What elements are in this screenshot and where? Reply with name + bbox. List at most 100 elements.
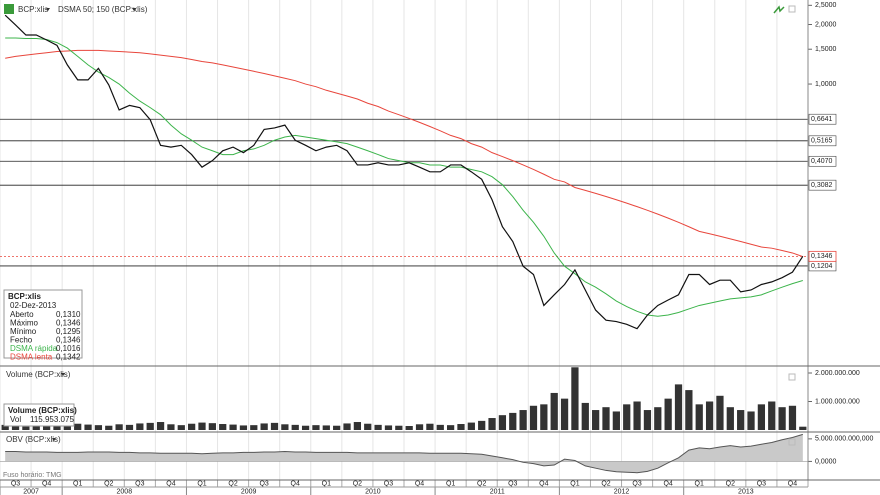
x-tick-label: Q4 — [663, 480, 672, 487]
year-label: 2007 — [23, 488, 39, 495]
volume-bar — [747, 411, 755, 430]
dropdown-arrow[interactable] — [46, 8, 50, 11]
info-value: 0,1346 — [56, 319, 81, 328]
level-tag — [808, 135, 837, 147]
volume-bar — [478, 420, 486, 430]
volume-bar — [436, 424, 444, 430]
x-tick-label: Q4 — [539, 480, 548, 487]
volume-bar — [405, 426, 413, 430]
volume-bar — [291, 424, 299, 430]
tool-icon[interactable] — [773, 5, 785, 14]
volume-bar — [105, 425, 113, 430]
volume-bar — [799, 426, 807, 430]
volume-bar — [208, 423, 216, 430]
legend-label: DSMA lenta — [10, 353, 53, 362]
info-value: 0,1346 — [56, 336, 81, 345]
volume-bar — [623, 404, 631, 430]
volume-bar — [426, 423, 434, 430]
x-tick-label: Q1 — [446, 480, 455, 487]
level-label: 0,4070 — [811, 158, 833, 165]
x-tick-label: Q3 — [384, 480, 393, 487]
level-label: 0,6641 — [811, 116, 833, 123]
dropdown-arrow[interactable] — [61, 373, 65, 376]
x-tick-label: Q3 — [632, 480, 641, 487]
volume-bar — [571, 367, 579, 430]
info-label: Mínimo — [10, 327, 37, 336]
obv-title[interactable]: OBV (BCP:xlis) — [6, 435, 61, 444]
grid — [0, 0, 809, 495]
last-price-label: 0,1346 — [811, 253, 833, 260]
volume-bar — [42, 425, 51, 430]
volume-bar — [716, 395, 724, 430]
volume-bar — [125, 424, 134, 430]
window-icon[interactable] — [788, 438, 796, 446]
volume-bar — [11, 425, 20, 430]
volume-bar — [353, 422, 362, 430]
volume-bar — [695, 404, 703, 430]
y-tick-label: 1.000.000.000 — [815, 398, 860, 405]
volume-bar — [74, 423, 82, 430]
volume-title[interactable]: Volume (BCP:xlis) — [6, 370, 71, 379]
volume-bar — [664, 398, 672, 430]
volume-bar — [633, 401, 641, 430]
volume-bar — [281, 424, 289, 430]
chart-title[interactable]: BCP:xlis — [18, 5, 48, 14]
volume-bar — [239, 425, 248, 430]
volume-bar — [778, 407, 786, 430]
y-tick-label: 2,0000 — [815, 21, 837, 28]
volume-bar — [498, 415, 507, 430]
volume-bar — [198, 422, 206, 430]
year-label: 2009 — [241, 488, 257, 495]
volume-bar — [726, 407, 734, 430]
volume-bar — [22, 426, 30, 430]
indicator-title[interactable]: DSMA 50; 150 (BCP:xlis) — [58, 5, 148, 14]
symbol-icon[interactable] — [4, 4, 14, 14]
x-tick-label: Q3 — [135, 480, 144, 487]
level-label: 0,5165 — [811, 138, 833, 145]
volume-bar — [643, 410, 652, 430]
volume-bar — [53, 424, 61, 430]
volume-bar — [219, 424, 227, 430]
dropdown-arrow[interactable] — [132, 8, 136, 11]
x-tick-label: Q1 — [570, 480, 579, 487]
window-icon[interactable] — [788, 373, 796, 381]
volume-bar — [250, 425, 258, 430]
info-rows: Aberto 0,1310 Máximo 0,1346 Mínimo 0,1295 Fech… — [10, 310, 81, 362]
volume-bar — [415, 424, 424, 430]
year-label: 2010 — [365, 488, 381, 495]
dropdown-arrow[interactable] — [52, 438, 56, 441]
year-label: 2008 — [117, 488, 133, 495]
x-tick-label: Q2 — [726, 480, 735, 487]
volume-bar — [343, 423, 351, 430]
year-label: 2012 — [614, 488, 630, 495]
info-label: Máximo — [10, 319, 39, 328]
x-tick-label: Q3 — [259, 480, 268, 487]
volume-bar — [788, 405, 797, 430]
volume-bar — [529, 405, 538, 430]
moving-average — [5, 37, 803, 317]
x-tick-label: Q1 — [695, 480, 704, 487]
volume-bar — [560, 398, 569, 430]
volume-bar — [260, 423, 268, 430]
info-value: 0,1310 — [56, 310, 81, 319]
x-tick-label: Q4 — [291, 480, 300, 487]
volume-bar — [384, 425, 393, 430]
y-tick-label: 0,0000 — [815, 458, 837, 465]
volume-bar — [94, 425, 103, 430]
level-label: 0,3082 — [811, 182, 833, 189]
volume-bar — [146, 422, 154, 430]
price-line — [4, 14, 804, 330]
x-tick-label: Q2 — [228, 480, 237, 487]
x-tick-label: Q4 — [788, 480, 797, 487]
info-box — [3, 289, 83, 359]
volume-box — [3, 403, 75, 427]
moving-average — [5, 49, 803, 258]
volume-bar — [395, 425, 403, 430]
volume-bar — [757, 404, 766, 430]
y-tick-label: 2,5000 — [815, 2, 837, 9]
volume-bar — [519, 410, 527, 430]
window-icon[interactable] — [788, 5, 796, 13]
y-tick-label: 2.000.000.000 — [815, 370, 860, 377]
x-tick-label: Q1 — [197, 480, 206, 487]
volume-bar — [509, 412, 517, 430]
